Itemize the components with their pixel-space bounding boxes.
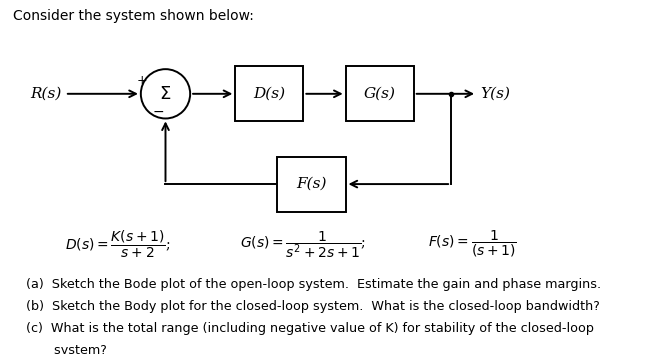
Text: R(s): R(s) bbox=[31, 87, 62, 101]
Bar bbox=[345, 67, 414, 121]
Text: $D(s) = \dfrac{K(s+1)}{s+2}$;: $D(s) = \dfrac{K(s+1)}{s+2}$; bbox=[65, 229, 171, 260]
Text: Y(s): Y(s) bbox=[480, 87, 510, 101]
Text: D(s): D(s) bbox=[253, 87, 286, 101]
Bar bbox=[278, 156, 345, 212]
Text: system?: system? bbox=[26, 344, 107, 354]
Text: (c)  What is the total range (including negative value of K) for stability of th: (c) What is the total range (including n… bbox=[26, 322, 594, 335]
Text: $F(s) = \dfrac{1}{(s+1)}$: $F(s) = \dfrac{1}{(s+1)}$ bbox=[428, 229, 517, 259]
Text: (a)  Sketch the Bode plot of the open-loop system.  Estimate the gain and phase : (a) Sketch the Bode plot of the open-loo… bbox=[26, 278, 601, 291]
Text: G(s): G(s) bbox=[363, 87, 396, 101]
Text: (b)  Sketch the Body plot for the closed-loop system.  What is the closed-loop b: (b) Sketch the Body plot for the closed-… bbox=[26, 300, 600, 313]
Text: −: − bbox=[153, 104, 164, 119]
Bar bbox=[235, 67, 303, 121]
Text: +: + bbox=[137, 74, 147, 87]
Text: F(s): F(s) bbox=[297, 177, 326, 191]
Text: $\Sigma$: $\Sigma$ bbox=[160, 85, 171, 103]
Text: Consider the system shown below:: Consider the system shown below: bbox=[13, 9, 254, 23]
Text: $G(s) = \dfrac{1}{s^2+2s+1}$;: $G(s) = \dfrac{1}{s^2+2s+1}$; bbox=[240, 229, 367, 260]
